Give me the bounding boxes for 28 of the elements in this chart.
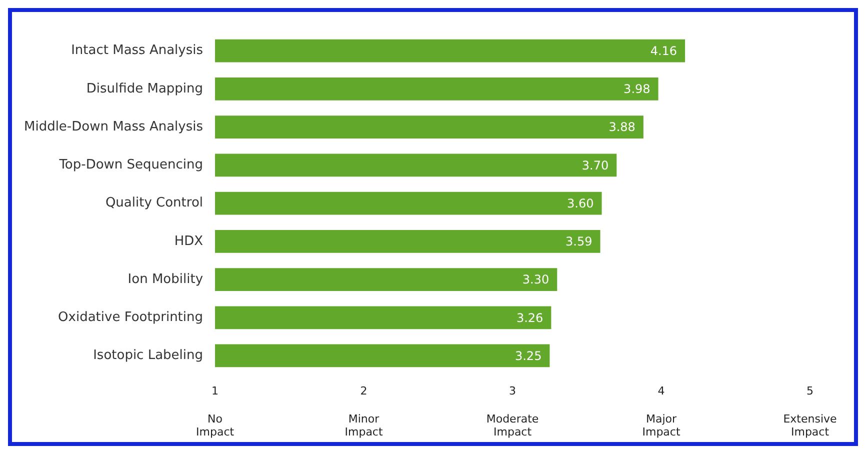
- y-tick-label: Middle-Down Mass Analysis: [24, 119, 204, 134]
- y-tick-label: Quality Control: [105, 196, 204, 211]
- data-label: 3.25: [514, 348, 542, 363]
- text: Extensive Impact: [783, 412, 838, 438]
- y-tick-label: HDX: [174, 234, 204, 249]
- text: Moderate Impact: [486, 412, 539, 438]
- text: No Impact: [196, 412, 235, 438]
- text: Minor Impact: [344, 412, 384, 438]
- data-label: 3.59: [566, 234, 592, 249]
- x-tick-label: 1: [212, 384, 219, 398]
- x-tick-label: 5: [806, 384, 814, 398]
- text: Major Impact: [642, 412, 681, 438]
- data-label: 3.88: [608, 120, 636, 134]
- y-tick-label: Top-Down Sequencing: [58, 158, 204, 173]
- y-tick-label: Disulfide Mapping: [86, 81, 204, 96]
- data-label: 3.98: [624, 82, 650, 96]
- data-label: 3.30: [522, 272, 550, 287]
- x-tick-label: 3: [509, 384, 516, 398]
- data-label: 3.60: [567, 196, 594, 210]
- y-tick-label: Ion Mobility: [128, 272, 204, 287]
- data-label: 3.70: [582, 158, 609, 172]
- data-label: 4.16: [650, 44, 678, 58]
- y-tick-label: Isotopic Labeling: [93, 348, 204, 364]
- x-tick-label: 2: [360, 384, 368, 398]
- y-tick-label: Intact Mass Analysis: [71, 43, 204, 58]
- y-tick-label: Oxidative Footprinting: [58, 310, 204, 326]
- x-tick-label: 4: [658, 384, 665, 398]
- data-label: 3.26: [516, 310, 544, 325]
